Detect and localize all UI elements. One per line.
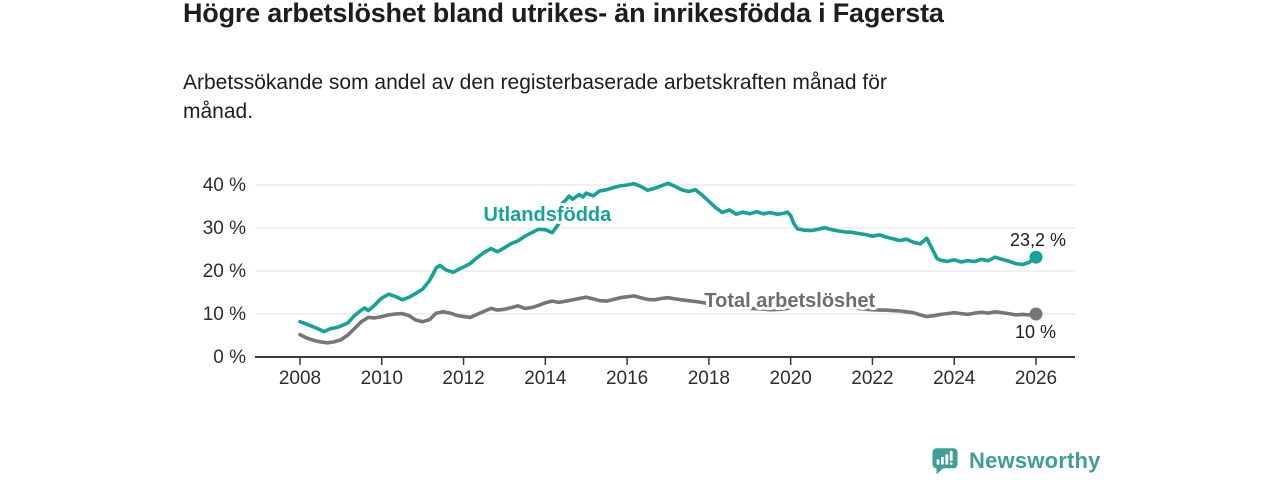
chart-subtitle-line2: månad. bbox=[183, 100, 254, 123]
page-title: Högre arbetslöshet bland utrikes- än inr… bbox=[183, 0, 944, 28]
y-tick-label: 30 % bbox=[203, 218, 246, 239]
series-value-label-1: 10 % bbox=[1015, 322, 1056, 342]
y-tick-label: 20 % bbox=[203, 261, 246, 282]
x-tick-label: 2012 bbox=[442, 368, 484, 389]
series-line-1 bbox=[298, 294, 1038, 345]
y-tick-label: 0 % bbox=[213, 347, 246, 368]
newsworthy-logo[interactable]: Newsworthy bbox=[930, 446, 1101, 476]
x-tick-label: 2022 bbox=[851, 368, 893, 389]
x-tick-label: 2010 bbox=[361, 368, 403, 389]
x-tick-label: 2024 bbox=[933, 368, 976, 389]
series-end-dot-1 bbox=[1029, 307, 1043, 321]
x-tick-label: 2016 bbox=[606, 368, 648, 389]
x-tick-label: 2020 bbox=[770, 368, 812, 389]
x-tick-label: 2026 bbox=[1015, 368, 1057, 389]
series-name-label-1: Total arbetslöshet bbox=[704, 290, 875, 312]
y-tick-label: 40 % bbox=[203, 175, 246, 196]
chart-subtitle: Arbetssökande som andel av den registerb… bbox=[183, 68, 1063, 126]
series-name-label-0: Utlandsfödda bbox=[484, 204, 613, 226]
series-line-0 bbox=[298, 181, 1038, 334]
newsworthy-wordmark: Newsworthy bbox=[969, 448, 1101, 473]
series-end-dot-0 bbox=[1029, 250, 1043, 264]
x-tick-label: 2014 bbox=[524, 368, 567, 389]
bar-chart-speech-bubble-icon bbox=[932, 448, 958, 475]
x-tick-label: 2018 bbox=[688, 368, 730, 389]
y-tick-label: 10 % bbox=[203, 304, 246, 325]
series-value-label-0: 23,2 % bbox=[1010, 230, 1066, 250]
line-chart: 0 % 10 % 20 % 30 % 40 % 2008 2010 2012 2014 2016 2… bbox=[203, 175, 1075, 389]
chart-subtitle-line1: Arbetssökande som andel av den registerb… bbox=[183, 71, 887, 94]
x-tick-label: 2008 bbox=[279, 368, 321, 389]
